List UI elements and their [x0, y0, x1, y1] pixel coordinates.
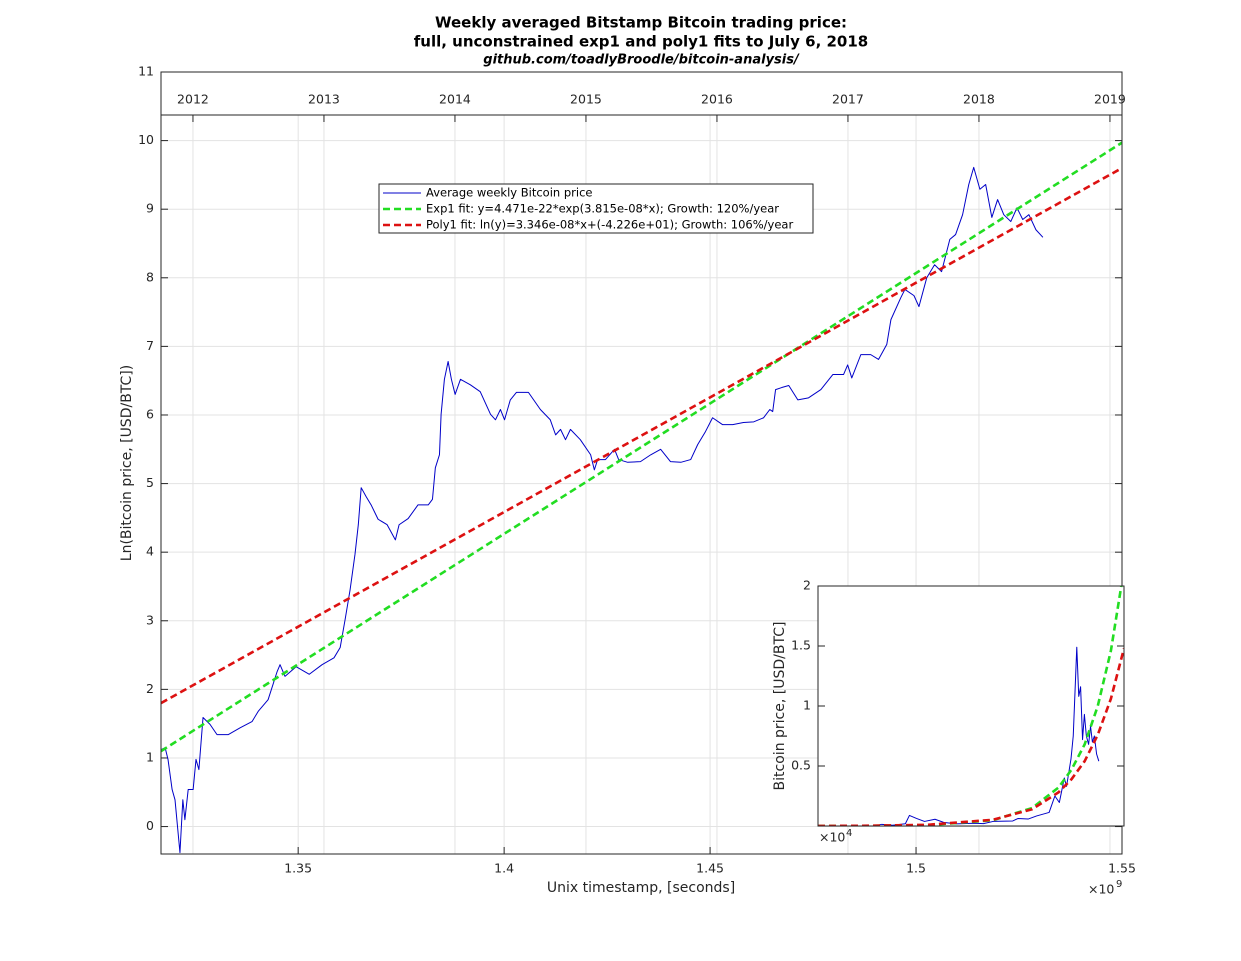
y-tick-label: 5 [146, 475, 154, 490]
series-line [818, 648, 1124, 826]
x2-tick-label: 2014 [439, 92, 471, 107]
y-tick-label: 9 [146, 201, 154, 216]
chart-subtitle: github.com/toadlyBroodle/bitcoin-analysi… [483, 53, 800, 68]
series-line [161, 166, 1122, 705]
y-tick-label: 6 [146, 406, 154, 421]
x-exponent: 9 [1116, 879, 1122, 890]
y-tick-label: 2 [803, 578, 811, 593]
series-line [161, 166, 1044, 854]
plot-lines [161, 141, 1122, 854]
x-axis-label: Unix timestamp, [seconds] [547, 880, 735, 896]
x2-tick-label: 2013 [308, 92, 340, 107]
axes-box [817, 585, 1125, 827]
plot-background [818, 586, 1124, 826]
y-tick-label: 10 [138, 132, 154, 147]
x2-tick-label: 2019 [1094, 92, 1126, 107]
x2-tick-label: 2017 [832, 92, 864, 107]
y-tick-label: 4 [146, 544, 154, 559]
y-tick-label: 1 [803, 698, 811, 713]
legend-label: Average weekly Bitcoin price [426, 186, 592, 200]
y-tick-label: 0 [146, 818, 154, 833]
y-axis-label: Ln(Bitcoin price, [USD/BTC]) [119, 365, 135, 561]
series-line [818, 646, 1100, 826]
x2-tick-label: 2018 [963, 92, 995, 107]
y-axis-label: Bitcoin price, [USD/BTC] [772, 622, 788, 791]
y-tick-label: 8 [146, 269, 154, 284]
y-tick-label: 2 [146, 681, 154, 696]
x-tick-label: 1.55 [1108, 861, 1136, 876]
y-tick-label: 0.5 [791, 758, 811, 773]
y-tick-label: 1 [146, 749, 154, 764]
x-tick-label: 1.35 [284, 861, 312, 876]
chart-title: Weekly averaged Bitstamp Bitcoin trading… [435, 14, 847, 32]
legend-box [378, 183, 814, 234]
y-exponent-base: ×10 [819, 830, 845, 845]
x-tick-label: 1.4 [494, 861, 514, 876]
y-tick-label: 7 [146, 338, 154, 353]
y-exponent: 4 [846, 828, 852, 839]
chart-title: full, unconstrained exp1 and poly1 fits … [414, 33, 868, 51]
legend-label: Poly1 fit: ln(y)=3.346e-08*x+(-4.226e+01… [426, 218, 793, 232]
legend-label: Exp1 fit: y=4.471e-22*exp(3.815e-08*x); … [426, 202, 779, 216]
series-line [161, 141, 1122, 753]
x2-tick-label: 2012 [177, 92, 209, 107]
axes-box [160, 71, 1123, 855]
y-tick-label: 11 [138, 64, 154, 79]
y-tick-label: 3 [146, 612, 154, 627]
x2-tick-label: 2016 [701, 92, 733, 107]
y-tick-label: 1.5 [791, 638, 811, 653]
x-exponent-base: ×10 [1088, 882, 1114, 897]
plot-lines [818, 586, 1124, 826]
x2-tick-label: 2015 [570, 92, 602, 107]
x-tick-label: 1.5 [906, 861, 926, 876]
x-tick-label: 1.45 [696, 861, 724, 876]
